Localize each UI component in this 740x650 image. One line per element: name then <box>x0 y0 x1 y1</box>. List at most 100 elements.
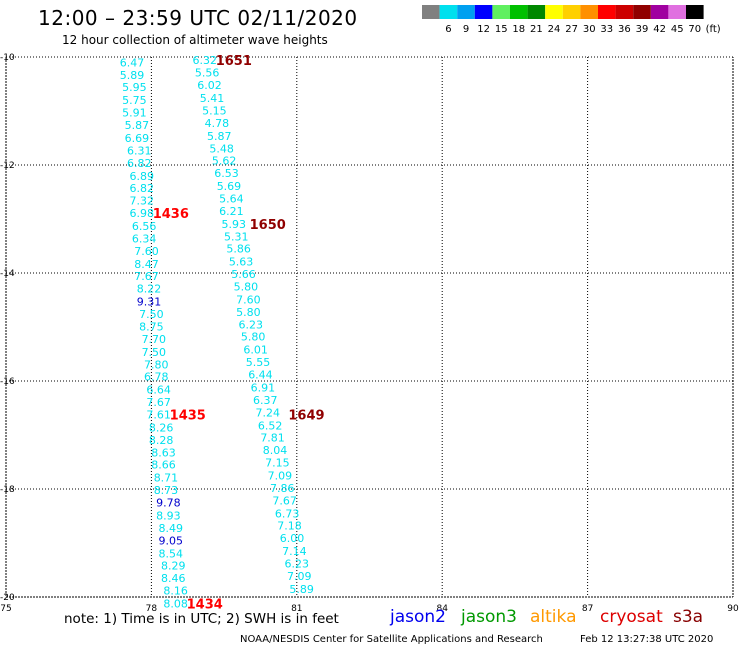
x-tick-label: 75 <box>0 604 11 614</box>
wave-height-value: 7.70 <box>142 333 167 346</box>
y-tick-label: -10 <box>0 53 15 63</box>
wave-height-value: 5.69 <box>217 180 242 193</box>
legend-swatch <box>492 5 510 19</box>
wave-height-value: 5.80 <box>236 306 261 319</box>
wave-height-value: 8.47 <box>134 258 159 271</box>
wave-height-value: 7.67 <box>134 270 159 283</box>
legend-swatch <box>510 5 528 19</box>
legend-swatch <box>474 5 493 19</box>
satellite-jason3: jason3 <box>461 607 517 627</box>
legend-label: 30 <box>583 24 596 35</box>
wave-height-value: 5.31 <box>224 230 249 243</box>
legend-swatch <box>650 5 669 19</box>
wave-height-value: 7.24 <box>255 406 280 419</box>
footer-timestamp: Feb 12 13:27:38 UTC 2020 <box>580 634 714 645</box>
y-tick-label: -20 <box>0 593 15 603</box>
wave-height-value: 7.09 <box>268 470 293 483</box>
wave-height-value: 5.75 <box>122 94 147 107</box>
wave-height-value: 7.50 <box>139 308 164 321</box>
wave-height-value: 6.91 <box>251 381 276 394</box>
legend-swatch <box>439 5 458 19</box>
legend-swatch <box>580 5 598 19</box>
wave-height-value: 8.08 <box>163 597 188 610</box>
legend-swatch <box>457 5 475 19</box>
wave-height-value: 5.86 <box>226 243 251 256</box>
wave-height-value: 8.66 <box>151 459 176 472</box>
wave-height-value: 5.48 <box>209 142 234 155</box>
x-tick-label: 87 <box>582 604 593 614</box>
wave-height-value: 6.01 <box>243 344 268 357</box>
wave-height-value: 7.80 <box>144 358 169 371</box>
legend-unit: (ft) <box>706 24 721 35</box>
time-annotation: 1434 <box>187 597 223 612</box>
wave-height-value: 5.80 <box>234 281 259 294</box>
wave-height-value: 8.71 <box>154 472 179 485</box>
wave-height-value: 6.37 <box>253 394 278 407</box>
legend-label: 42 <box>653 24 666 35</box>
wave-height-value: 6.52 <box>258 419 283 432</box>
wave-height-value: 6.64 <box>146 384 171 397</box>
wave-height-value: 6.02 <box>197 79 222 92</box>
legend-swatch <box>668 5 686 19</box>
wave-height-value: 6.31 <box>127 144 152 157</box>
wave-height-value: 7.09 <box>287 570 312 583</box>
legend-label: 33 <box>600 24 613 35</box>
wave-height-value: 7.32 <box>129 195 154 208</box>
wave-height-value: 5.66 <box>231 268 256 281</box>
wave-height-value: 5.41 <box>200 92 225 105</box>
satellite-cryosat: cryosat <box>600 607 663 627</box>
wave-height-value: 5.15 <box>202 104 227 117</box>
legend-swatch <box>527 5 546 19</box>
wave-height-value: 5.89 <box>120 69 145 82</box>
wave-height-value: 8.22 <box>137 283 162 296</box>
wave-height-value: 8.26 <box>149 421 174 434</box>
legend-label: 9 <box>463 24 469 35</box>
x-tick-label: 81 <box>291 604 302 614</box>
legend-swatch <box>598 5 616 19</box>
footer-note: note: 1) Time is in UTC; 2) SWH is in fe… <box>64 611 339 627</box>
wave-height-value: 8.49 <box>159 522 184 535</box>
legend-swatch <box>633 5 651 19</box>
time-annotation: 1651 <box>216 54 252 69</box>
y-tick-label: -14 <box>0 269 15 279</box>
wave-height-value: 8.73 <box>154 484 179 497</box>
x-tick-label: 78 <box>146 604 158 614</box>
time-annotation: 1435 <box>170 408 206 423</box>
wave-height-value: 6.78 <box>144 371 169 384</box>
wave-height-value: 7.60 <box>134 245 159 258</box>
chart-title: 12:00 – 23:59 UTC 02/11/2020 <box>38 6 358 30</box>
wave-height-value: 5.64 <box>219 192 244 205</box>
wave-height-value: 7.60 <box>236 293 261 306</box>
wave-height-value: 6.89 <box>129 170 154 183</box>
wave-height-value: 8.16 <box>163 585 188 598</box>
wave-height-value: 6.23 <box>239 318 264 331</box>
legend-swatch <box>562 5 581 19</box>
wave-height-value: 5.87 <box>207 130 232 143</box>
wave-height-value: 7.67 <box>146 396 171 409</box>
wave-height-value: 6.82 <box>127 157 152 170</box>
wave-height-value: 6.82 <box>129 182 154 195</box>
wave-height-value: 5.87 <box>125 119 150 132</box>
chart-subtitle: 12 hour collection of altimeter wave hei… <box>62 33 328 47</box>
legend-label: 70 <box>688 24 701 35</box>
wave-height-value: 4.78 <box>205 117 230 130</box>
wave-height-value: 5.80 <box>241 331 266 344</box>
wave-height-value: 7.50 <box>142 346 167 359</box>
time-annotation: 1649 <box>288 408 324 423</box>
x-tick-label: 90 <box>727 604 739 614</box>
legend-label: 6 <box>445 24 451 35</box>
wave-height-value: 6.69 <box>125 132 150 145</box>
y-tick-label: -18 <box>0 485 15 495</box>
wave-height-value: 6.32 <box>192 54 217 67</box>
satellite-altika: altika <box>530 607 577 627</box>
wave-height-value: 5.62 <box>212 155 237 168</box>
wave-height-value: 6.53 <box>214 167 239 180</box>
wave-height-value: 6.23 <box>285 558 310 571</box>
color-legend: 6 9 12 15 18 21 24 27 30 33 36 39 42 45 70 (ft) <box>422 5 721 35</box>
legend-label: 27 <box>565 24 578 35</box>
wave-height-value: 8.63 <box>151 446 176 459</box>
wave-height-value: 7.14 <box>282 545 307 558</box>
wave-height-value: 6.47 <box>120 56 145 69</box>
wave-height-value: 5.55 <box>246 356 271 369</box>
